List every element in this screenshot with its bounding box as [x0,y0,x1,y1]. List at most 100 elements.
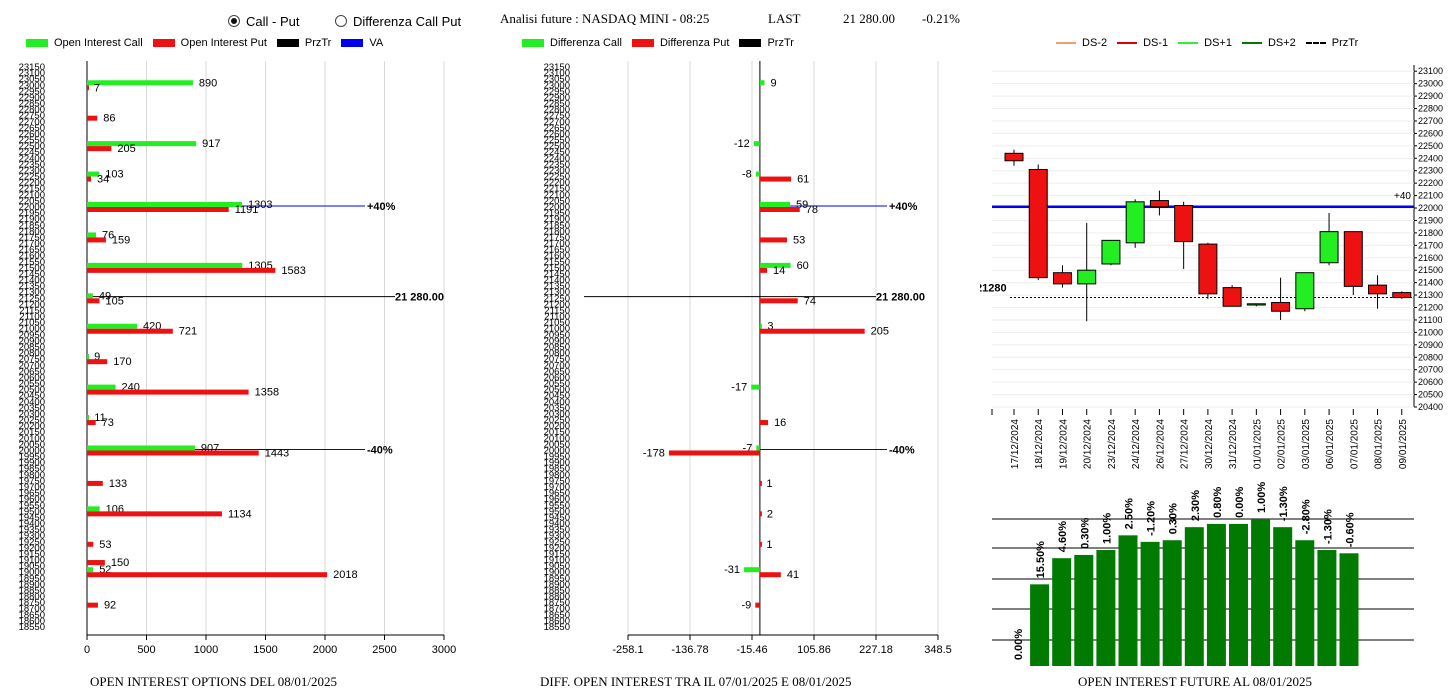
bar-value-label: 1.00% [1101,513,1113,544]
strike-tick-label: 23100 [19,68,45,79]
strike-tick-label: 21800 [19,226,45,237]
strike-tick-label: 19200 [19,543,45,554]
strike-tick-label: 19100 [544,555,570,566]
candle-body [1101,239,1121,265]
strike-tick-label: 18600 [544,616,570,627]
strike-tick-label: 19400 [544,519,570,530]
strike-tick-label: 18900 [19,579,45,590]
legend-ds-1: DS-1 [1117,37,1168,49]
candle-body [1222,287,1242,307]
legend-ds+2: DS+2 [1241,37,1296,49]
strike-tick-label: 22450 [544,147,570,158]
put-bar [759,267,768,273]
put-bar [87,85,89,91]
bar-value-label: 103 [105,169,123,181]
strike-tick-label: 20150 [544,427,570,438]
strike-tick-label: 22600 [19,129,45,140]
bar-value-label: 890 [199,77,217,89]
strike-tick-label: 21250 [19,293,45,304]
strike-tick-label: 19750 [544,476,570,487]
call-bar [87,506,100,512]
strike-tick-label: 19100 [19,555,45,566]
radio-unselected-icon [335,15,347,27]
bar-value-label: -7 [743,442,753,454]
put-bar [87,560,105,566]
bar-value-label: 1583 [281,265,305,277]
put-bar [87,420,96,426]
strike-tick-label: 19650 [19,488,45,499]
strike-tick-label: 22950 [544,86,570,97]
date-tick-label: 03/01/2025 [1301,419,1312,469]
bar-value-label: -12 [734,138,750,150]
strike-tick-label: 19450 [544,512,570,523]
bar-value-label: 74 [804,295,816,307]
strike-tick-label: 19150 [544,549,570,560]
candle-body [1198,243,1218,295]
bar-value-label: 0.00% [1234,486,1246,517]
strike-tick-label: 20950 [544,330,570,341]
strike-tick-label: 19950 [544,452,570,463]
y-tick-label: 22400 [1418,153,1443,163]
legend-diff-put: Differenza Put [631,37,729,49]
strike-tick-label: 20250 [544,415,570,426]
y-tick-label: 23000 [1418,79,1443,89]
strike-tick-label: 22100 [19,190,45,201]
strike-tick-label: 21350 [19,281,45,292]
y-tick-label: 21100 [1418,315,1442,325]
value-area-label: +40% [889,201,918,213]
put-bar [759,420,769,426]
call-bar [87,354,89,360]
y-tick-label: 22800 [1418,104,1443,114]
bar-value-label: -2.80% [1300,499,1312,534]
bar-value-label: 1 [766,539,772,551]
strike-tick-label: 21550 [544,257,570,268]
strike-tick-label: 20400 [544,397,570,408]
bar-value-label: 150 [111,557,129,569]
bar-value-label: 15.50% [1035,541,1047,579]
strike-tick-label: 21000 [544,324,570,335]
date-tick-label: 31/12/2024 [1228,419,1239,469]
strike-tick-label: 19350 [19,525,45,536]
date-tick-label: 26/12/2024 [1155,419,1166,469]
put-bar [87,511,222,517]
y-tick-label: 21000 [1418,327,1443,337]
strike-tick-label: 22800 [544,105,570,116]
value-area-label: +40% [367,201,396,213]
strike-tick-label: 22950 [19,86,45,97]
strike-tick-label: 21750 [544,232,570,243]
put-bar [87,328,173,334]
strike-tick-label: 19150 [19,549,45,560]
panel1-caption: OPEN INTEREST OPTIONS DEL 08/01/2025 [90,674,337,689]
bar-value-label: 1303 [248,199,272,211]
candle-body [1368,284,1388,295]
put-bar [87,267,276,273]
bar-value-label: 7 [94,82,100,94]
strike-tick-label: 22050 [544,196,570,207]
candle-body [1246,303,1266,306]
y-tick-label: 21400 [1418,278,1443,288]
future-oi-bar [1052,558,1072,666]
strike-tick-label: 20700 [19,360,45,371]
strike-tick-label: 19600 [544,494,570,505]
strike-tick-label: 19850 [19,464,45,475]
candle-body [1392,292,1412,299]
strike-tick-label: 22600 [544,129,570,140]
bar-value-label: 133 [109,478,127,490]
y-tick-label: 22000 [1418,203,1443,213]
bar-value-label: 105 [105,295,123,307]
strike-tick-label: 22500 [544,141,570,152]
strike-tick-label: 22650 [19,123,45,134]
bar-value-label: 34 [97,174,109,186]
x-tick-label: 2500 [372,644,396,656]
radio-call-put[interactable]: Call - Put [228,12,299,30]
call-bar [87,80,193,86]
radio-diff-call-put[interactable]: Differenza Call Put [335,12,461,30]
strike-tick-label: 22400 [544,153,570,164]
strike-tick-label: 22400 [19,153,45,164]
strike-tick-label: 21050 [19,318,45,329]
strike-tick-label: 18700 [544,604,570,615]
strike-tick-label: 21150 [544,305,570,316]
strike-tick-label: 21450 [19,269,45,280]
call-bar [87,384,116,390]
value-area-label: +40 [1394,191,1411,202]
